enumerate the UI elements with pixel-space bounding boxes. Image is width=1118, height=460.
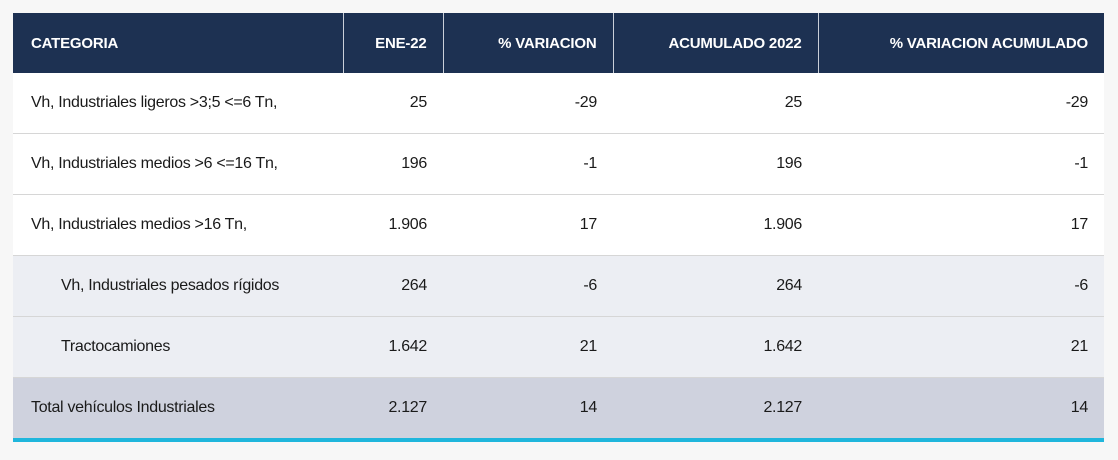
row-ene-22: 264 — [343, 255, 443, 317]
table-row: Vh, Industriales ligeros >3;5 <=6 Tn, 25… — [13, 73, 1104, 134]
row-acumulado: 1.906 — [613, 194, 818, 256]
column-header-categoria: CATEGORIA — [13, 13, 343, 73]
column-header-variacion: % VARIACION — [442, 13, 613, 73]
table-row: Vh, Industriales medios >6 <=16 Tn, 196 … — [13, 133, 1104, 195]
table-row: Vh, Industriales medios >16 Tn, 1.906 17… — [13, 194, 1104, 256]
total-ene-22: 2.127 — [343, 377, 443, 438]
row-variacion-acumulado: -1 — [818, 133, 1104, 195]
table-row: Vh, Industriales pesados rígidos 264 -6 … — [13, 255, 1104, 317]
row-variacion: -29 — [443, 73, 613, 134]
data-table-container: CATEGORIA ENE-22 % VARIACION ACUMULADO 2… — [13, 13, 1104, 442]
column-header-variacion-acumulado: % VARIACION ACUMULADO — [817, 13, 1104, 73]
total-row: Total vehículos Industriales 2.127 14 2.… — [13, 377, 1104, 438]
row-variacion: 21 — [443, 316, 613, 378]
column-header-ene-22: ENE-22 — [342, 13, 443, 73]
row-acumulado: 1.642 — [613, 316, 818, 378]
total-variacion-acumulado: 14 — [818, 377, 1104, 438]
row-category: Tractocamiones — [13, 316, 343, 378]
row-category: Vh, Industriales ligeros >3;5 <=6 Tn, — [13, 73, 343, 134]
accent-bottom-bar — [13, 438, 1104, 442]
row-variacion: 17 — [443, 194, 613, 256]
row-acumulado: 264 — [613, 255, 818, 317]
row-acumulado: 25 — [613, 73, 818, 134]
row-variacion-acumulado: 17 — [818, 194, 1104, 256]
vehicle-registrations-table: CATEGORIA ENE-22 % VARIACION ACUMULADO 2… — [13, 13, 1104, 438]
row-variacion: -6 — [443, 255, 613, 317]
row-ene-22: 1.642 — [343, 316, 443, 378]
row-ene-22: 25 — [343, 73, 443, 134]
table-header-row: CATEGORIA ENE-22 % VARIACION ACUMULADO 2… — [13, 13, 1104, 73]
row-category: Vh, Industriales medios >6 <=16 Tn, — [13, 133, 343, 195]
row-variacion: -1 — [443, 133, 613, 195]
row-ene-22: 196 — [343, 133, 443, 195]
table-row: Tractocamiones 1.642 21 1.642 21 — [13, 316, 1104, 378]
column-header-acumulado-2022: ACUMULADO 2022 — [612, 13, 818, 73]
row-variacion-acumulado: -29 — [818, 73, 1104, 134]
total-variacion: 14 — [443, 377, 613, 438]
row-variacion-acumulado: 21 — [818, 316, 1104, 378]
row-category: Vh, Industriales medios >16 Tn, — [13, 194, 343, 256]
row-variacion-acumulado: -6 — [818, 255, 1104, 317]
row-ene-22: 1.906 — [343, 194, 443, 256]
row-category: Vh, Industriales pesados rígidos — [13, 255, 343, 317]
total-acumulado: 2.127 — [613, 377, 818, 438]
total-category: Total vehículos Industriales — [13, 377, 343, 438]
row-acumulado: 196 — [613, 133, 818, 195]
